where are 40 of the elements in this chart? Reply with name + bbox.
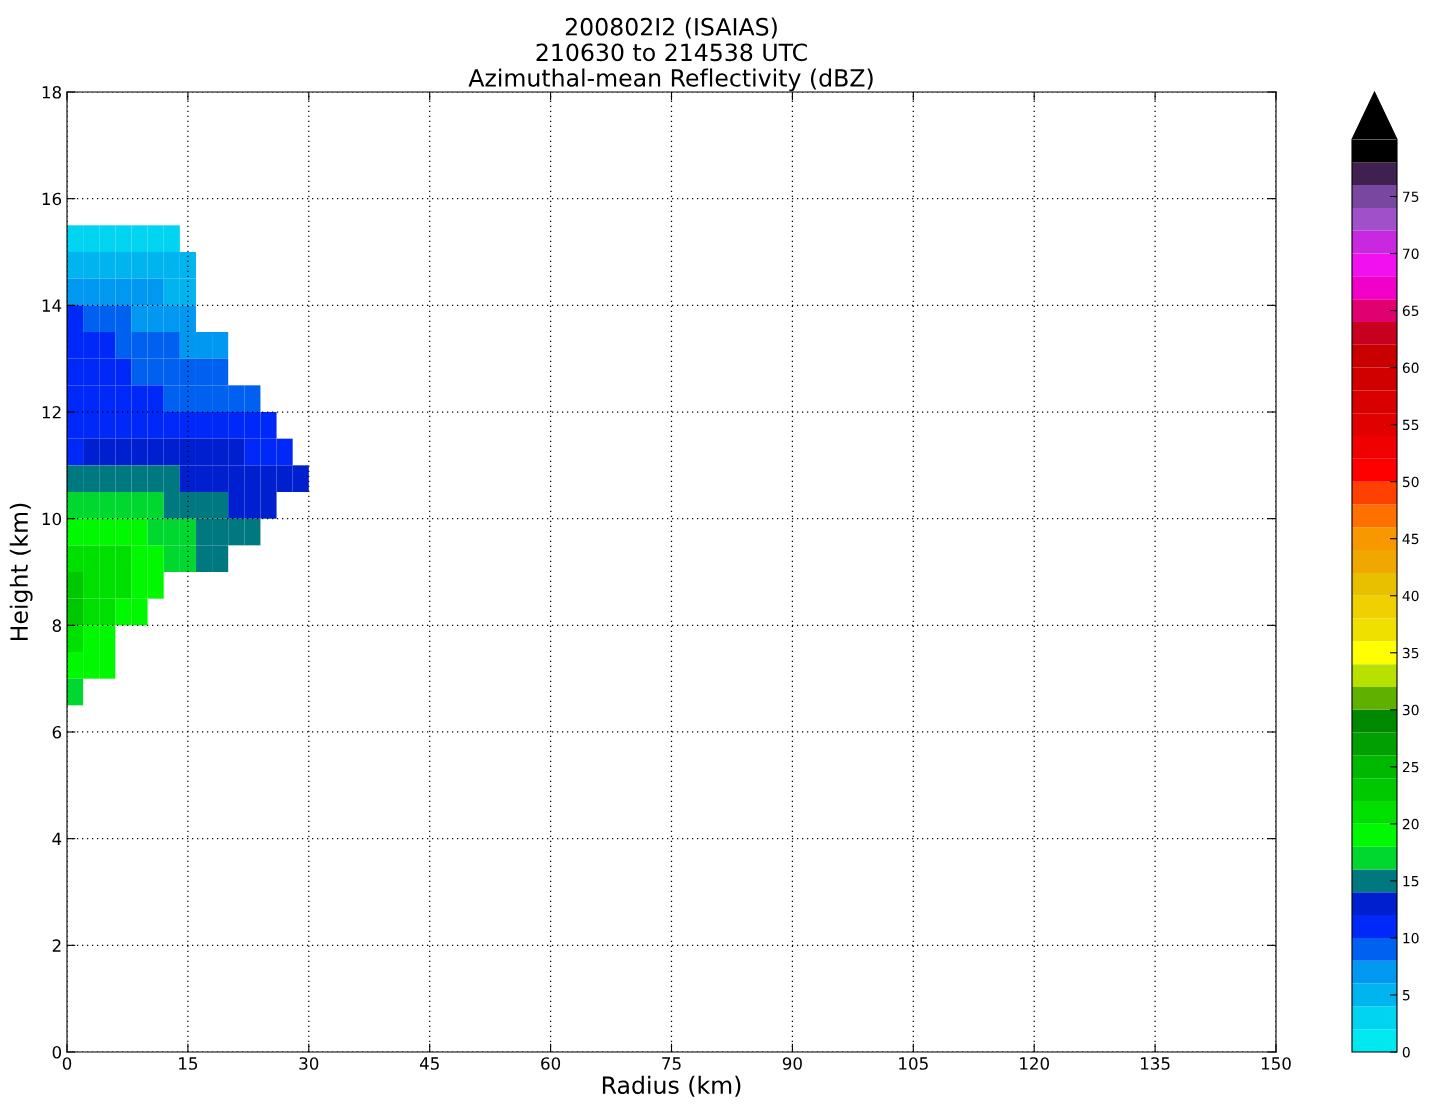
color-bar-label: 30 [1402,704,1419,716]
y-tick-label: 2 [52,939,61,952]
color-bar-label: 40 [1402,590,1419,602]
color-bar-label: 10 [1403,932,1419,944]
y-tick-label: 0 [52,1045,62,1059]
y-tick-label: 10 [42,512,62,526]
x-tick-label: 0 [62,1057,72,1070]
color-bar-label: 20 [1402,818,1419,830]
y-tick-label: 18 [42,85,61,99]
y-tick-label: 16 [42,192,62,206]
color-bar-label: 0 [1402,1046,1410,1058]
x-tick-label: 105 [899,1057,928,1070]
x-tick-label: 75 [662,1057,681,1070]
x-tick-label: 30 [299,1057,319,1070]
y-tick-label: 12 [42,405,61,419]
color-bar-label: 70 [1403,248,1419,259]
x-tick-label: 45 [419,1057,439,1070]
color-bar-label: 55 [1402,419,1419,431]
color-bar-label: 60 [1402,362,1419,374]
x-axis-title: Radius (km) [602,1075,741,1097]
y-tick-label: 4 [52,832,62,845]
color-bar-label: 45 [1402,533,1419,545]
color-bar-label: 75 [1403,191,1419,202]
x-tick-label: 150 [1261,1057,1291,1070]
color-bar-label: 50 [1402,476,1419,488]
color-bar-label: 5 [1402,990,1410,1001]
x-tick-label: 120 [1020,1057,1049,1070]
y-axis-title: Height (km) [9,503,33,641]
x-tick-label: 60 [541,1057,561,1070]
x-tick-label: 15 [179,1057,198,1070]
y-tick-label: 14 [42,299,62,312]
chart-title: 200802I2 (ISAIAS) 210630 to 214538 UTC Azimuthal-mean Reflectivity (dBZ) [468,17,873,92]
y-tick-label: 8 [52,619,61,632]
color-bar-label: 15 [1403,876,1419,887]
color-bar-label: 35 [1402,647,1419,659]
x-tick-label: 135 [1141,1057,1170,1070]
x-tick-label: 90 [782,1057,802,1070]
color-bar-label: 25 [1402,761,1419,773]
y-tick-label: 6 [52,725,62,739]
color-bar-label: 65 [1402,305,1419,317]
